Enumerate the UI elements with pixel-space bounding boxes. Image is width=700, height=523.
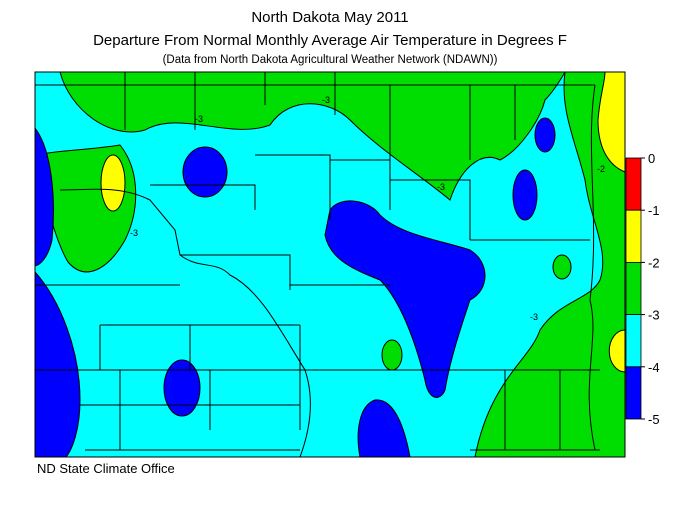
contour-label: -3 <box>322 95 330 105</box>
legend-swatch <box>625 314 642 368</box>
legend-swatch <box>625 209 642 263</box>
legend-tick-label: 0 <box>648 151 655 166</box>
subtitle: Departure From Normal Monthly Average Ai… <box>93 32 567 49</box>
legend-tick-label: -1 <box>648 203 660 218</box>
legend-tick-label: -4 <box>648 360 660 375</box>
contour-label: -3 <box>437 182 445 192</box>
source: (Data from North Dakota Agricultural Wea… <box>163 54 498 66</box>
contour-label: -3 <box>130 228 138 238</box>
legend-swatch <box>625 157 642 211</box>
contour-label: -3 <box>195 114 203 124</box>
legend-tick-label: -2 <box>648 255 660 270</box>
map: -3 -3 -3 -2 -3 -3 <box>34 71 626 458</box>
title: North Dakota May 2011 <box>251 9 408 26</box>
legend-tick-label: -3 <box>648 308 660 323</box>
contour-label: -3 <box>530 312 538 322</box>
legend-swatch <box>625 366 642 420</box>
footer: ND State Climate Office <box>37 461 175 476</box>
legend-tick-label: -5 <box>648 412 660 427</box>
legend-swatch <box>625 261 642 315</box>
contour-label: -2 <box>597 164 605 174</box>
legend: 0 -1 -2 -3 -4 -5 <box>625 151 660 427</box>
